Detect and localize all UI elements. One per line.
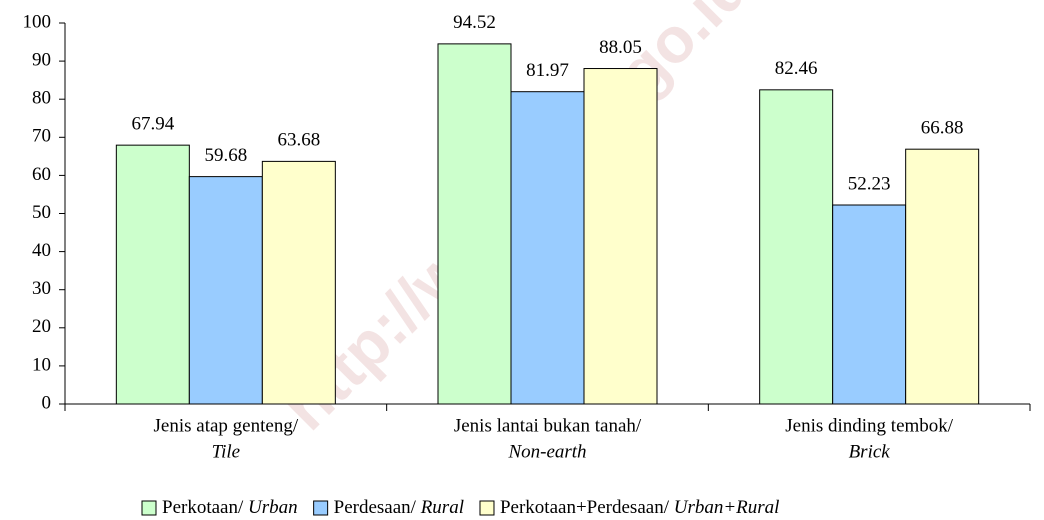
y-tick-label: 60 [32, 164, 51, 185]
y-tick-label: 70 [32, 126, 51, 147]
data-label: 82.46 [775, 58, 818, 79]
y-tick-label: 0 [42, 392, 52, 413]
data-label: 66.88 [921, 118, 964, 139]
x-tick-label: Jenis lantai bukan tanah/ [454, 415, 642, 436]
x-tick-label: Non-earth [507, 441, 586, 462]
y-tick-label: 20 [32, 316, 51, 337]
y-tick-label: 10 [32, 354, 51, 375]
data-label: 63.68 [277, 130, 320, 151]
y-tick-label: 90 [32, 49, 51, 70]
y-tick-label: 100 [23, 11, 52, 32]
legend-label: Perkotaan+Perdesaan/ Urban+Rural [500, 497, 779, 518]
data-label: 52.23 [848, 173, 891, 194]
y-tick-label: 50 [32, 202, 51, 223]
y-tick-label: 30 [32, 278, 51, 299]
data-label: 67.94 [131, 114, 174, 135]
bar [905, 148, 980, 405]
bar [437, 43, 512, 405]
bar [583, 68, 658, 405]
legend-label: Perkotaan/ Urban [162, 497, 298, 518]
bar [759, 89, 834, 405]
legend-swatch [313, 500, 329, 516]
legend-swatch [479, 500, 495, 516]
data-label: 59.68 [204, 145, 247, 166]
x-tick-label: Jenis dinding tembok/ [785, 415, 954, 436]
legend: Perkotaan/ Urban Perdesaan/ Rural Perkotaa… [141, 497, 779, 518]
bar [510, 91, 585, 405]
bar [832, 204, 907, 405]
x-tick-label: Jenis atap genteng/ [154, 415, 299, 436]
x-tick-label: Tile [212, 441, 241, 462]
y-tick-label: 40 [32, 240, 51, 261]
bar [188, 176, 263, 405]
legend-swatch [141, 500, 157, 516]
bar [261, 160, 336, 405]
y-tick-label: 80 [32, 88, 51, 109]
data-label: 88.05 [599, 37, 642, 58]
legend-label: Perdesaan/ Rural [334, 497, 464, 518]
data-label: 81.97 [526, 60, 569, 81]
x-tick-label: Brick [849, 441, 891, 462]
bar [115, 144, 190, 405]
data-label: 94.52 [453, 12, 496, 33]
